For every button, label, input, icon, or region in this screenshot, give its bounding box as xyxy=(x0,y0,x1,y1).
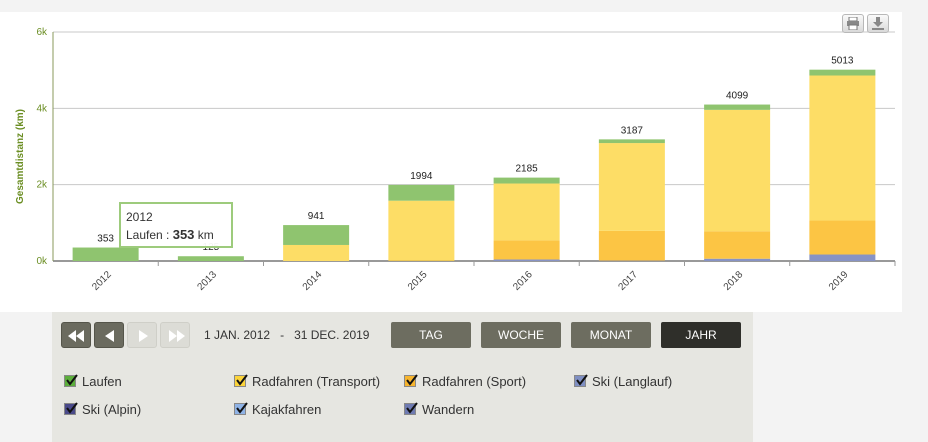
y-axis-title: Gesamtdistanz (km) xyxy=(15,109,26,204)
legend-label: Radfahren (Transport) xyxy=(252,374,381,389)
legend-item-radfahren-transport[interactable]: Radfahren (Transport) xyxy=(234,374,380,390)
bar-total-label: 1994 xyxy=(410,171,433,182)
bar-segment xyxy=(72,247,139,261)
bar-segment xyxy=(493,259,560,261)
print-icon xyxy=(847,17,859,30)
tooltip-unit: km xyxy=(197,228,214,242)
last-page-button[interactable] xyxy=(160,322,190,348)
legend-checkbox-laufen[interactable] xyxy=(64,374,78,387)
bar-total-label: 3187 xyxy=(621,125,644,136)
x-tick-label: 2012 xyxy=(90,269,114,293)
bar-total-label: 5013 xyxy=(831,56,854,67)
bar-segment xyxy=(493,240,560,260)
legend-item-kajakfahren[interactable]: Kajakfahren xyxy=(234,402,321,418)
checkmark-icon xyxy=(576,374,588,386)
legend-label: Ski (Langlauf) xyxy=(592,374,673,389)
period-woche-button[interactable]: WOCHE xyxy=(481,322,561,348)
double-left-arrow-icon xyxy=(68,330,84,342)
x-tick-label: 2016 xyxy=(511,269,535,293)
bar-segment xyxy=(283,244,350,261)
checkmark-icon xyxy=(236,402,248,414)
y-tick-label: 4k xyxy=(36,103,48,114)
checkmark-icon xyxy=(236,374,248,386)
x-tick-label: 2019 xyxy=(827,269,851,293)
bar-segment xyxy=(177,256,244,261)
controls-panel: 1 JAN. 2012 - 31 DEC. 2019 TAG WOCHE MON… xyxy=(52,312,753,442)
legend-checkbox-ski-langlauf[interactable] xyxy=(574,374,588,387)
bar-segment xyxy=(493,183,560,241)
bar-segment xyxy=(598,139,665,144)
date-separator: - xyxy=(280,328,285,342)
legend-label: Kajakfahren xyxy=(252,402,322,417)
y-tick-label: 6k xyxy=(36,27,48,38)
legend-label: Laufen xyxy=(82,374,122,389)
legend-checkbox-wandern[interactable] xyxy=(404,402,418,415)
tooltip-value: 353 xyxy=(172,227,195,242)
left-arrow-icon xyxy=(105,330,114,342)
download-button[interactable] xyxy=(867,14,889,33)
download-icon xyxy=(872,17,884,30)
period-tag-button[interactable]: TAG xyxy=(391,322,471,348)
checkmark-icon xyxy=(66,402,78,414)
bar-total-label: 941 xyxy=(308,211,325,222)
period-monat-button[interactable]: MONAT xyxy=(571,322,651,348)
x-tick-label: 2018 xyxy=(722,269,746,293)
bar-total-label: 2185 xyxy=(516,164,539,175)
double-right-arrow-icon xyxy=(169,330,185,342)
checkmark-icon xyxy=(66,374,78,386)
print-button[interactable] xyxy=(842,14,864,33)
bar-total-label: 353 xyxy=(97,234,114,245)
bar-segment xyxy=(704,109,771,232)
chart-tooltip: 2012 Laufen : 353 km xyxy=(119,202,233,248)
bar-segment xyxy=(704,104,771,110)
x-tick-label: 2014 xyxy=(301,269,325,293)
bar-segment xyxy=(493,177,560,184)
legend-item-ski-alpin[interactable]: Ski (Alpin) xyxy=(64,402,141,418)
right-arrow-icon xyxy=(139,330,148,342)
tooltip-series-label: Laufen : xyxy=(126,228,170,242)
bar-segment xyxy=(809,75,876,221)
bar-total-label: 4099 xyxy=(726,91,749,102)
date-range: 1 JAN. 2012 - 31 DEC. 2019 xyxy=(204,328,369,342)
legend-item-ski-langlauf[interactable]: Ski (Langlauf) xyxy=(574,374,672,390)
y-tick-label: 0k xyxy=(36,256,48,267)
checkmark-icon xyxy=(406,374,418,386)
legend-label: Wandern xyxy=(422,402,475,417)
legend-checkbox-radfahren-sport[interactable] xyxy=(404,374,418,387)
tooltip-year: 2012 xyxy=(126,210,153,224)
y-tick-label: 2k xyxy=(36,180,48,191)
bar-segment xyxy=(704,258,771,261)
bar-segment xyxy=(598,230,665,261)
bar-segment xyxy=(704,231,771,259)
tooltip-value-line: Laufen : 353 km xyxy=(126,226,226,244)
x-tick-label: 2017 xyxy=(616,269,640,293)
legend-item-radfahren-sport[interactable]: Radfahren (Sport) xyxy=(404,374,526,390)
x-tick-label: 2015 xyxy=(406,269,430,293)
legend-item-laufen[interactable]: Laufen xyxy=(64,374,122,390)
date-end: 31 DEC. 2019 xyxy=(294,328,370,342)
bar-segment xyxy=(388,184,455,201)
first-page-button[interactable] xyxy=(61,322,91,348)
bar-segment xyxy=(598,143,665,231)
bar-segment xyxy=(809,254,876,261)
bar-segment xyxy=(283,225,350,245)
date-start: 1 JAN. 2012 xyxy=(204,328,271,342)
previous-button[interactable] xyxy=(94,322,124,348)
checkmark-icon xyxy=(406,402,418,414)
period-jahr-button[interactable]: JAHR xyxy=(661,322,741,348)
bar-segment xyxy=(809,69,876,76)
x-tick-label: 2013 xyxy=(195,269,219,293)
legend-label: Radfahren (Sport) xyxy=(422,374,527,389)
legend-checkbox-kajakfahren[interactable] xyxy=(234,402,248,415)
next-button[interactable] xyxy=(127,322,157,348)
bar-segment xyxy=(809,220,876,255)
bar-segment xyxy=(388,200,455,261)
legend-checkbox-radfahren-transport[interactable] xyxy=(234,374,248,387)
legend-checkbox-ski-alpin[interactable] xyxy=(64,402,78,415)
legend-item-wandern[interactable]: Wandern xyxy=(404,402,474,418)
legend-label: Ski (Alpin) xyxy=(82,402,142,417)
